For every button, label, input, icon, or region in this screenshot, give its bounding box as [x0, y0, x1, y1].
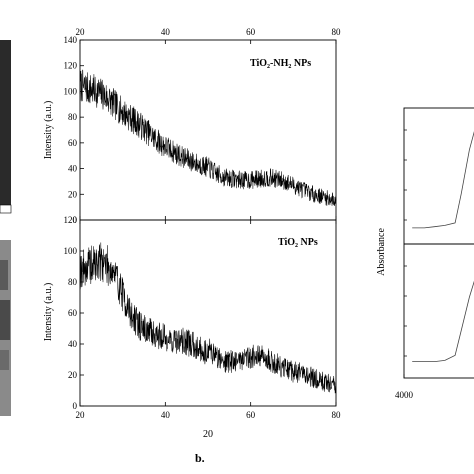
absorbance-ticks: 40003500: [395, 129, 414, 400]
y-tick-label: 80: [68, 112, 78, 122]
x-tick-label: 20: [76, 410, 86, 420]
y-axis-label-top: Intensity (a.u.): [43, 101, 54, 160]
y-tick-label: 60: [68, 308, 78, 318]
y-tick-label: 40: [68, 164, 78, 174]
absorbance-frame: [403, 107, 474, 379]
absorbance-x-tick-label: 4000: [395, 390, 414, 400]
x-tick-label-top: 60: [246, 27, 256, 37]
y-tick-label: 0: [73, 401, 78, 411]
y-tick-label: 100: [64, 246, 78, 256]
absorbance-y-label: Absorbance: [376, 228, 387, 276]
y-tick-label: 80: [68, 277, 78, 287]
xrd-trace-top: [79, 69, 337, 206]
y-tick-label: 40: [68, 339, 78, 349]
absorbance-trace-bottom: [412, 280, 474, 362]
y-tick-label: 20: [68, 189, 78, 199]
x-tick-label: 80: [332, 410, 342, 420]
x-tick-label-top: 20: [76, 27, 86, 37]
y-tick-label: 60: [68, 138, 78, 148]
x-tick-label-top: 40: [161, 27, 171, 37]
y-tick-label: 140: [64, 35, 78, 45]
x-axis-label-shared: 20: [203, 429, 213, 440]
y-tick-label: 120: [64, 61, 78, 71]
x-tick-label: 60: [246, 410, 256, 420]
y-tick-label: 120: [64, 215, 78, 225]
y-axis-label-bottom: Intensity (a.u.): [43, 283, 54, 342]
y-tick-label: 100: [64, 86, 78, 96]
y-tick-label: 20: [68, 370, 78, 380]
panel-title-top: TiO2-NH2 NPs: [250, 58, 311, 70]
x-tick-label-top: 80: [332, 27, 342, 37]
absorbance-plot: 40003500 Absorbance: [376, 107, 474, 400]
absorbance-trace-top: [412, 131, 474, 229]
micrograph-image-panel: [0, 40, 12, 416]
x-tick-label: 40: [161, 410, 171, 420]
panel-letter-b: b.: [195, 451, 205, 465]
panel-title-bottom: TiO2 NPs: [278, 237, 318, 249]
y-tick-label: 0: [73, 215, 78, 225]
xrd-trace-bottom: [79, 242, 337, 394]
